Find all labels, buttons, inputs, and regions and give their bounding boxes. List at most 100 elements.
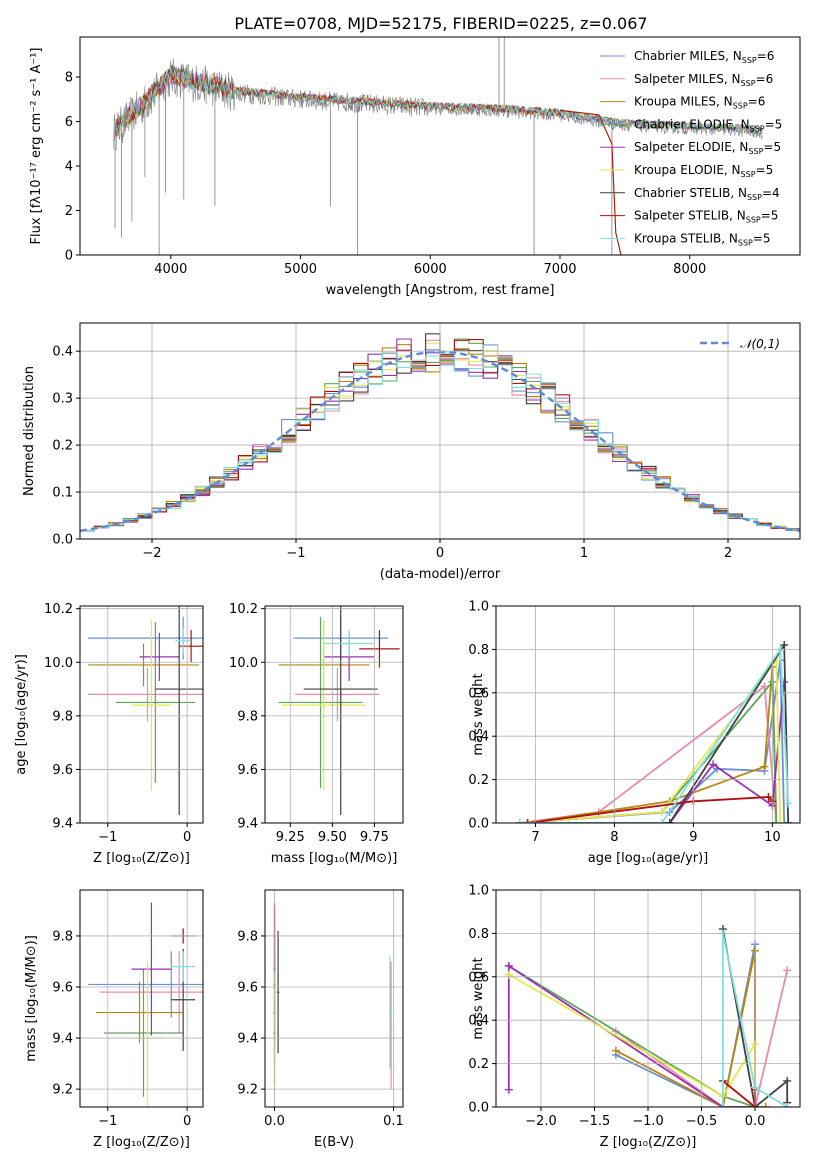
y-tick-label: 9.6 — [237, 981, 258, 996]
panel-3: −1 0 9.4 9.6 9.8 10.0 10.2 Z [log₁₀(Z/Z⊙)] age [… — [14, 602, 204, 866]
y-tick-label: 0.4 — [468, 730, 489, 745]
x-tick-label: 9.50 — [318, 830, 347, 845]
panel-7: 0.0 0.1 9.2 9.4 9.6 9.8 E(B-V) — [237, 889, 404, 1150]
axes-frame — [79, 605, 204, 824]
legend-label-main: Kroupa STELIB, N — [634, 231, 738, 245]
x-tick-label: 0 — [183, 1114, 191, 1129]
x-tick-label: 0 — [183, 830, 191, 845]
legend-label-main: Salpeter ELODIE, N — [634, 140, 748, 154]
legend-label-suffix: =5 — [765, 117, 783, 131]
legend-label: Kroupa MILES, NSSP=6 — [634, 95, 765, 111]
y-tick-label: 0.3 — [52, 392, 73, 407]
legend-label-sub: SSP — [741, 170, 756, 179]
y-tick-label: 0.8 — [468, 643, 489, 658]
y-tick-label: 0 — [65, 249, 73, 264]
x-tick-label: 0 — [436, 546, 444, 561]
x-tick-label: 7 — [531, 830, 539, 845]
y-tick-label: 9.8 — [52, 929, 73, 944]
y-tick-label: 1.0 — [468, 884, 489, 899]
x-tick-label: 9.25 — [276, 830, 305, 845]
x-axis-label: age [log₁₀(age/yr)] — [588, 851, 709, 866]
weight-marker — [504, 970, 513, 979]
x-tick-label: −2 — [142, 546, 161, 561]
legend-label-sub: SSP — [746, 216, 761, 225]
weight-marker — [764, 792, 773, 801]
weight-marker — [783, 1076, 792, 1085]
weight-marker — [504, 1085, 513, 1094]
x-axis-label: wavelength [Angstrom, rest frame] — [326, 283, 555, 298]
plot-area — [515, 641, 793, 823]
y-axis-label: mass weight — [471, 673, 486, 755]
panel-4: 9.25 9.50 9.75 9.4 9.6 9.8 10.0 10.2 mass [log₁₀… — [229, 602, 404, 866]
legend-label: Kroupa STELIB, NSSP=5 — [634, 231, 771, 247]
legend-label-sub: SSP — [748, 147, 763, 156]
x-tick-label: 2 — [724, 546, 732, 561]
legend-label-sub: SSP — [747, 193, 762, 202]
x-tick-label: 6000 — [414, 262, 447, 277]
y-tick-label: 10.2 — [229, 602, 258, 617]
y-axis-label: Flux [fλ10⁻¹⁷ erg cm⁻² s⁻¹ A⁻¹] — [29, 48, 44, 245]
weight-marker — [783, 966, 792, 975]
x-tick-label: 0.0 — [745, 1114, 766, 1129]
axes-frame — [495, 605, 801, 824]
y-tick-label: 4 — [65, 160, 73, 175]
x-tick-label: −1 — [98, 830, 117, 845]
y-tick-label: 9.4 — [237, 1032, 258, 1047]
legend-label-suffix: =6 — [748, 95, 766, 109]
x-tick-label: 0.1 — [383, 1114, 404, 1129]
y-tick-label: 0.4 — [468, 1014, 489, 1029]
model-spectrum-tail — [559, 109, 622, 255]
y-tick-label: 0.0 — [52, 533, 73, 548]
x-tick-label: 9.75 — [360, 830, 389, 845]
weight-marker — [760, 762, 769, 771]
axes-frame — [79, 322, 801, 540]
x-axis-label: (data-model)/error — [380, 567, 501, 582]
weight-marker — [665, 819, 674, 823]
weight-line — [507, 964, 755, 1107]
model-spectrum — [113, 68, 763, 141]
legend-label-main: Kroupa ELODIE, N — [634, 163, 741, 177]
x-tick-label: −1 — [286, 546, 305, 561]
panel-2: −2 −1 0 1 2 0.0 0.1 0.2 0.3 0.4 (data-model)/error… — [22, 322, 801, 582]
y-tick-label: 0.2 — [468, 773, 489, 788]
legend-label-sub: SSP — [750, 124, 765, 133]
y-tick-label: 0.6 — [468, 686, 489, 701]
legend-label-main: Chabrier STELIB, N — [634, 186, 747, 200]
x-tick-label: 0.0 — [264, 1114, 285, 1129]
weight-marker — [611, 1046, 620, 1055]
legend-label-suffix: =5 — [763, 140, 781, 154]
y-tick-label: 0.0 — [468, 1101, 489, 1116]
x-axis-label: Z [log₁₀(Z/Z⊙)] — [93, 851, 190, 866]
weight-marker — [772, 819, 781, 823]
y-tick-label: 10.0 — [229, 656, 258, 671]
legend-label-suffix: =5 — [761, 209, 779, 223]
y-axis-label: mass [log₁₀(M/M⊙)] — [24, 935, 39, 1062]
panel-8: −2.0 −1.5 −1.0 −0.5 0.0 0.0 0.2 0.4 0.6 0.8 1.0 Z [… — [468, 884, 801, 1150]
weight-marker — [657, 819, 666, 823]
legend-label-suffix: =5 — [753, 231, 771, 245]
y-tick-label: 8 — [65, 71, 73, 86]
y-axis-label: Normed distribution — [22, 366, 37, 496]
x-tick-label: −2.0 — [525, 1114, 557, 1129]
x-tick-label: 7000 — [543, 262, 576, 277]
y-tick-label: 10.0 — [44, 656, 73, 671]
weight-marker — [780, 819, 789, 823]
legend-label-main: Kroupa MILES, N — [634, 95, 733, 109]
axes-frame — [79, 889, 204, 1108]
y-tick-label: 0.6 — [468, 970, 489, 985]
y-tick-label: 9.8 — [237, 929, 258, 944]
weight-marker — [709, 760, 718, 769]
x-tick-label: 8 — [610, 830, 618, 845]
y-tick-label: 2 — [65, 204, 73, 219]
legend-label-suffix: =4 — [762, 186, 780, 200]
legend-label-sub: SSP — [741, 79, 756, 88]
weight-marker — [718, 1103, 727, 1107]
weight-line — [519, 684, 778, 823]
x-tick-label: 1 — [580, 546, 588, 561]
x-axis-label: Z [log₁₀(Z/Z⊙)] — [93, 1135, 190, 1150]
legend-label: 𝒩(0,1) — [740, 337, 780, 351]
plot-area — [273, 902, 393, 1102]
y-tick-label: 9.6 — [52, 763, 73, 778]
x-axis-label: E(B-V) — [314, 1135, 354, 1150]
plot-area — [87, 606, 203, 815]
